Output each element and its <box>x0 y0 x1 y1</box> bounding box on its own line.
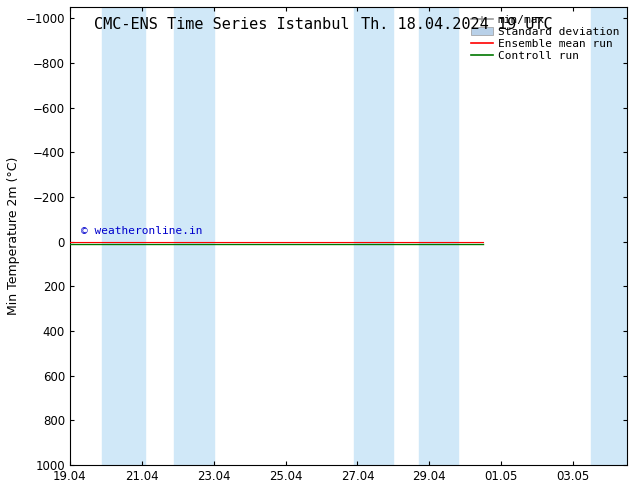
Bar <box>354 7 393 465</box>
Text: Th. 18.04.2024 19 UTC: Th. 18.04.2024 19 UTC <box>361 17 552 32</box>
Text: © weatheronline.in: © weatheronline.in <box>81 225 202 236</box>
Legend: min/max, Standard deviation, Ensemble mean run, Controll run: min/max, Standard deviation, Ensemble me… <box>469 13 621 64</box>
Y-axis label: Min Temperature 2m (°C): Min Temperature 2m (°C) <box>7 157 20 315</box>
Bar <box>174 7 214 465</box>
Bar <box>418 7 458 465</box>
Bar <box>591 7 627 465</box>
Text: CMC-ENS Time Series Istanbul: CMC-ENS Time Series Istanbul <box>94 17 349 32</box>
Bar <box>102 7 145 465</box>
